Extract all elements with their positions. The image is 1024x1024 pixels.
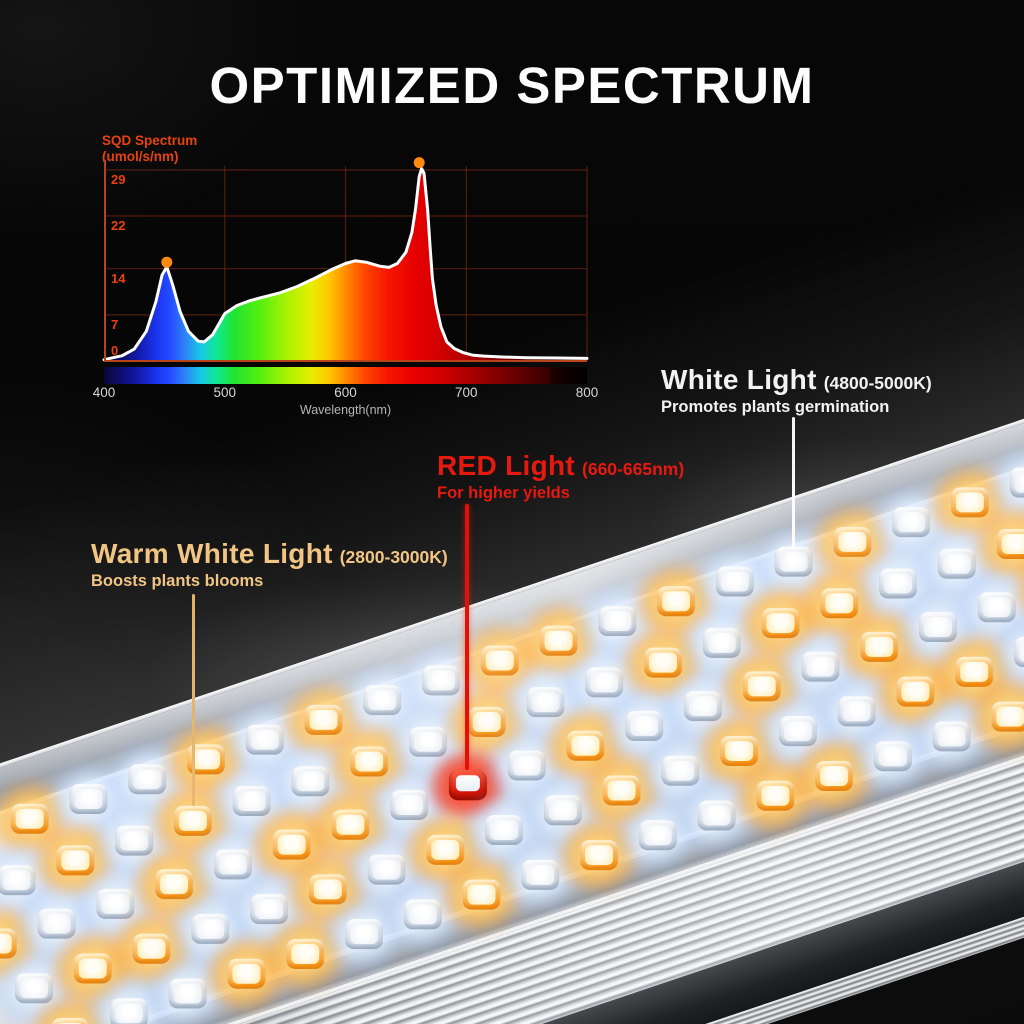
white-light-title: White Light [661,364,817,395]
warm-white-kelvin-range: (2800-3000K) [339,547,448,567]
white-pointer-line [792,417,795,548]
spectrum-chart: SQD Spectrum (umol/s/nm) 0 7 14 22 29 400 500… [93,133,604,446]
led-bloom-haze [140,580,680,770]
peak-marker [413,157,425,169]
y-tick-label: 29 [111,171,126,187]
x-axis-label: Wavelength(nm) [299,403,392,417]
x-tick-label: 800 [575,385,599,400]
white-light-description: Promotes plants germination [661,398,890,416]
red-light-nm-range: (660-665nm) [582,459,685,479]
y-tick-label: 0 [111,343,119,358]
led-chip [1013,637,1024,668]
spectrum-curve [102,167,589,362]
red-pointer-line [465,504,469,770]
x-tick-label: 500 [213,385,237,400]
white-light-kelvin-range: (4800-5000K) [823,373,932,393]
led-bloom-haze-right [640,440,1024,610]
y-tick-label: 14 [111,270,126,286]
y-axis-title-line2: (umol/s/nm) [102,148,179,164]
peak-marker [161,256,173,268]
warm-white-pointer-line [192,594,195,806]
callout-white-light: White Light (4800-5000K) Promotes plants… [661,364,932,417]
red-light-title: RED Light [437,450,576,481]
wavelength-color-strip [104,367,587,384]
red-light-description: For higher yields [437,484,570,502]
y-tick-label: 22 [111,218,126,234]
y-axis-title: SQD Spectrum (umol/s/nm) [102,133,197,164]
callout-red-light: RED Light (660-665nm) For higher yields [437,450,684,503]
warm-white-description: Boosts plants blooms [91,572,264,590]
x-tick-label: 600 [334,385,357,400]
callout-warm-white-light: Warm White Light (2800-3000K) Boosts pla… [91,538,448,591]
y-axis-title-line1: SQD Spectrum [102,133,198,148]
x-tick-label: 400 [92,385,116,400]
spectrum-plot [102,157,589,384]
warm-white-title: Warm White Light [91,538,333,569]
y-tick-label: 7 [111,316,119,332]
x-tick-label: 700 [454,385,478,400]
page-title: OPTIMIZED SPECTRUM [209,57,815,114]
